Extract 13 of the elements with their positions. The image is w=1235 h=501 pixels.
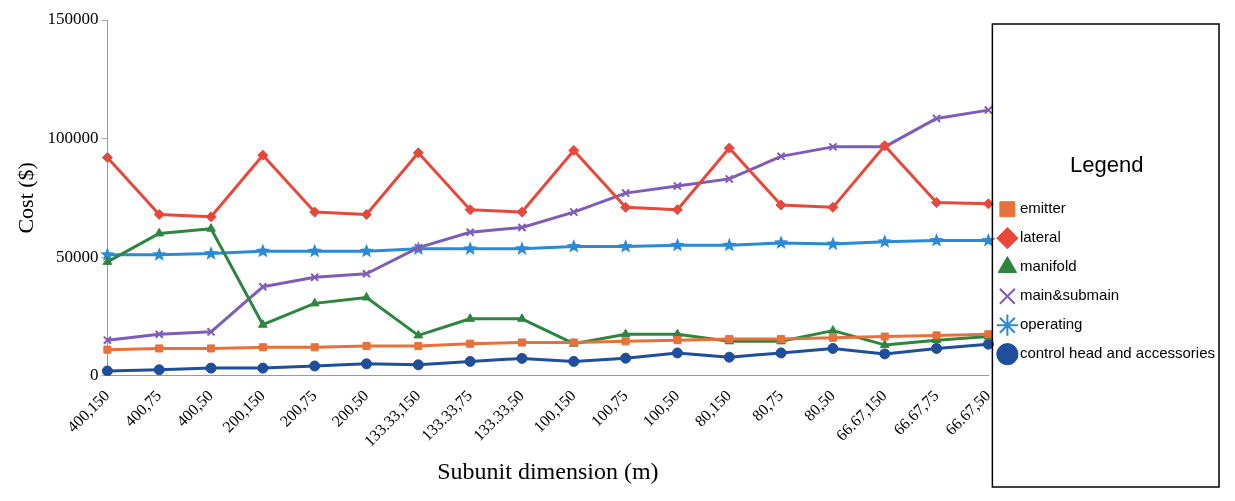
- y-tick-label: 150000: [47, 9, 99, 29]
- legend-label: main&submain: [1019, 286, 1120, 304]
- legend-label: emitter: [1019, 199, 1066, 217]
- legend-label: lateral: [1019, 228, 1061, 246]
- y-tick-label: 50000: [55, 246, 99, 266]
- y-tick-label: 0: [89, 365, 99, 385]
- legend-label: manifold: [1019, 257, 1077, 275]
- y-axis-title: Cost ($): [12, 162, 38, 234]
- legend-title: Legend: [1069, 152, 1144, 178]
- legend-label: operating: [1019, 315, 1083, 333]
- legend-label: control head and accessories: [1019, 344, 1216, 362]
- y-tick-label: 100000: [47, 128, 99, 148]
- x-axis-title: Subunit dimension (m): [437, 457, 659, 484]
